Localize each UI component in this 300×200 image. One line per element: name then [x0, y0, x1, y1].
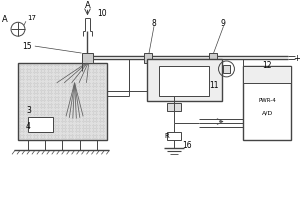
- Text: 3: 3: [26, 106, 31, 115]
- Text: A/D: A/D: [262, 110, 273, 115]
- Text: +: +: [293, 54, 300, 63]
- Bar: [223, 65, 230, 73]
- Text: PWR-4: PWR-4: [258, 98, 276, 103]
- Bar: [28, 117, 53, 132]
- Text: A: A: [85, 1, 90, 10]
- Text: 8: 8: [151, 19, 156, 28]
- Text: 17: 17: [27, 15, 36, 21]
- Bar: [147, 59, 221, 101]
- Text: 4: 4: [26, 122, 31, 131]
- Text: 12: 12: [262, 61, 272, 70]
- Bar: [144, 53, 152, 63]
- Text: 16: 16: [182, 141, 192, 150]
- Bar: [159, 66, 208, 96]
- Text: R: R: [164, 133, 169, 139]
- Text: 9: 9: [220, 19, 225, 28]
- Bar: [82, 53, 93, 63]
- Text: 15: 15: [22, 42, 32, 51]
- Bar: [243, 66, 291, 140]
- Bar: [208, 53, 217, 63]
- Bar: [167, 132, 181, 140]
- Text: 11: 11: [209, 81, 218, 90]
- Bar: [167, 103, 181, 111]
- Bar: [243, 66, 291, 83]
- Text: A: A: [2, 15, 8, 24]
- Bar: [18, 63, 107, 140]
- Text: 10: 10: [98, 9, 107, 18]
